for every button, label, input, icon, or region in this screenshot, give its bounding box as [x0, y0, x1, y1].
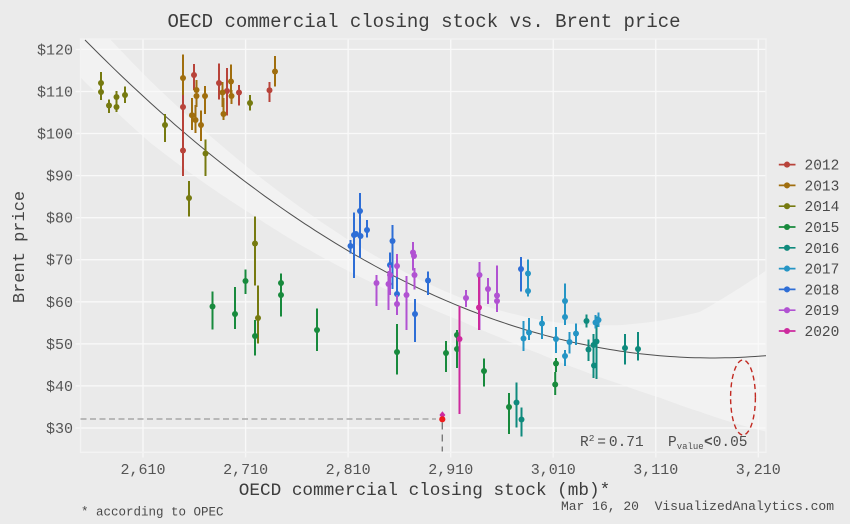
- svg-text:OECD commercial closing stock: OECD commercial closing stock vs. Brent …: [167, 11, 680, 33]
- svg-text:2017: 2017: [805, 263, 840, 279]
- svg-text:3,210: 3,210: [736, 462, 781, 479]
- svg-text:$30: $30: [46, 421, 73, 438]
- svg-text:$110: $110: [37, 85, 73, 102]
- svg-text:$40: $40: [46, 379, 73, 396]
- svg-text:OECD commercial closing stock: OECD commercial closing stock (mb)*: [239, 481, 611, 501]
- svg-text:2,710: 2,710: [223, 462, 268, 479]
- svg-text:2,810: 2,810: [326, 462, 371, 479]
- svg-text:3,110: 3,110: [633, 462, 678, 479]
- svg-text:2015: 2015: [805, 221, 840, 237]
- svg-text:<0.05: <0.05: [704, 435, 748, 451]
- svg-text:2020: 2020: [805, 325, 840, 341]
- svg-text:$90: $90: [46, 169, 73, 186]
- svg-text:2012: 2012: [805, 159, 840, 175]
- svg-text:$100: $100: [37, 127, 73, 144]
- svg-text:2,610: 2,610: [120, 462, 165, 479]
- svg-text:$120: $120: [37, 42, 73, 59]
- svg-text:2,910: 2,910: [428, 462, 473, 479]
- svg-text:2014: 2014: [805, 200, 840, 216]
- svg-text:* according to OPEC: * according to OPEC: [81, 506, 224, 520]
- svg-text:2018: 2018: [805, 283, 840, 299]
- svg-text:2013: 2013: [805, 179, 840, 195]
- svg-text:$50: $50: [46, 337, 73, 354]
- svg-text:$80: $80: [46, 211, 73, 228]
- svg-text:$70: $70: [46, 253, 73, 270]
- svg-text:Brent price: Brent price: [11, 191, 30, 303]
- svg-text:Mar 16, 20 VisualizedAnalytic: Mar 16, 20 VisualizedAnalytics.com: [561, 499, 834, 514]
- svg-text:3,010: 3,010: [531, 462, 576, 479]
- svg-text:$60: $60: [46, 295, 73, 312]
- svg-text:2019: 2019: [805, 304, 840, 320]
- svg-text:2016: 2016: [805, 242, 840, 258]
- svg-text:R2 = 0.71: R2 = 0.71: [580, 433, 644, 451]
